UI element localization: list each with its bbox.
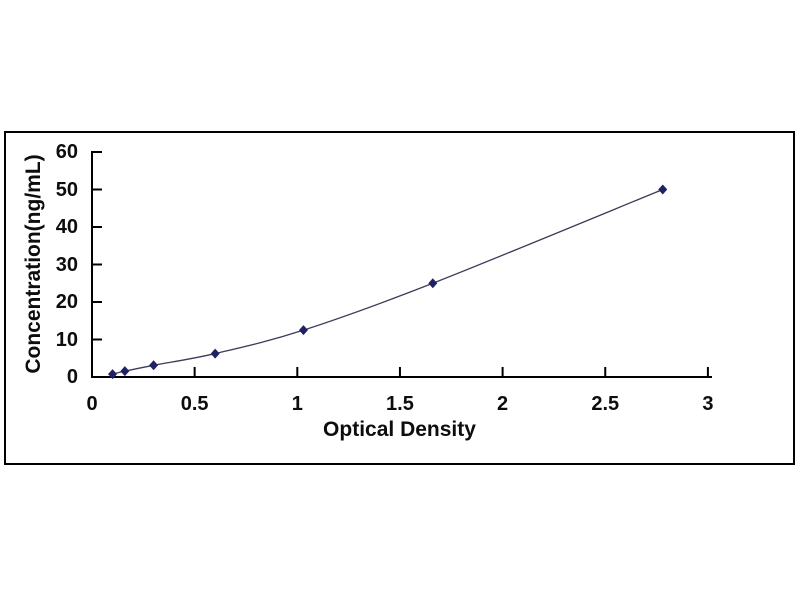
y-tick-label: 0 (66, 366, 78, 388)
x-tick-label: 1 (291, 393, 303, 415)
chart-figure: Optical Density Concentration(ng/mL) 0 0.… (4, 131, 795, 465)
x-tick-label: 1.5 (386, 393, 414, 415)
y-tick-label: 10 (55, 328, 78, 351)
x-tick-label: 2.5 (591, 393, 620, 415)
y-tick-label: 50 (55, 178, 78, 201)
y-tick-label: 20 (55, 291, 78, 313)
data-point-diamond-marker (298, 325, 308, 336)
series-line (112, 188, 663, 375)
y-tick-label: 40 (55, 216, 78, 238)
data-point-diamond-marker (108, 369, 118, 380)
data-point-diamond-marker (120, 366, 130, 377)
x-tick-label: 0 (86, 393, 98, 415)
y-tick-label: 30 (55, 253, 78, 276)
x-tick-label: 2 (497, 393, 509, 415)
y-tick-label: 60 (55, 141, 78, 163)
data-point-diamond-marker (658, 184, 668, 195)
plot-area (91, 151, 712, 380)
x-tick-label: 3 (702, 393, 714, 415)
data-point-diamond-marker (210, 348, 220, 359)
data-point-diamond-marker (428, 278, 438, 289)
data-point-diamond-marker (149, 360, 159, 371)
x-tick-label: 0.5 (180, 393, 209, 415)
x-axis-title: Optical Density (323, 418, 476, 441)
